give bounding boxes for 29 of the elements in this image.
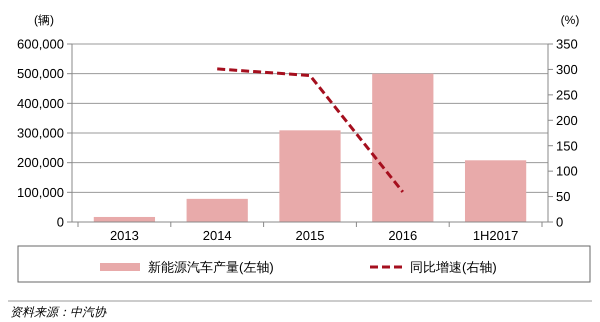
y-axis-title: (辆): [34, 13, 54, 27]
legend-label: 新能源汽车产量(左轴): [148, 260, 274, 275]
y-tick-label: 200,000: [17, 155, 64, 170]
bar: [372, 74, 434, 222]
y-tick-label: 0: [56, 214, 64, 230]
y-tick-label: 400,000: [17, 96, 64, 111]
bar: [186, 198, 248, 222]
y-tick-label: 300,000: [17, 126, 64, 141]
y2-tick-label: 100: [556, 164, 578, 179]
y2-tick-label: 300: [556, 62, 578, 77]
x-tick-label: 2014: [202, 228, 232, 243]
x-tick-label: 2015: [296, 228, 324, 243]
legend-label: 同比增速(右轴): [410, 260, 497, 275]
y2-tick-label: 50: [556, 189, 570, 204]
y2-tick-label: 0: [556, 214, 564, 230]
bar: [464, 160, 526, 222]
text: 资料来源：中汽协: [10, 305, 107, 319]
x-tick-label: 2016: [388, 228, 418, 243]
y2-tick-label: 200: [556, 112, 578, 128]
y-tick-label: 600,000: [17, 36, 64, 52]
y2-tick-label: 250: [556, 87, 578, 102]
bar: [279, 130, 341, 222]
x-tick-label: 2013: [110, 228, 139, 243]
y2-tick-label: 350: [556, 36, 578, 52]
y-tick-label: 500,000: [17, 66, 64, 82]
y-tick-label: 100,000: [17, 184, 64, 200]
x-tick-label: 1H2017: [472, 228, 518, 243]
y2-axis-title: (%): [560, 13, 580, 27]
y2-tick-label: 150: [556, 138, 578, 154]
